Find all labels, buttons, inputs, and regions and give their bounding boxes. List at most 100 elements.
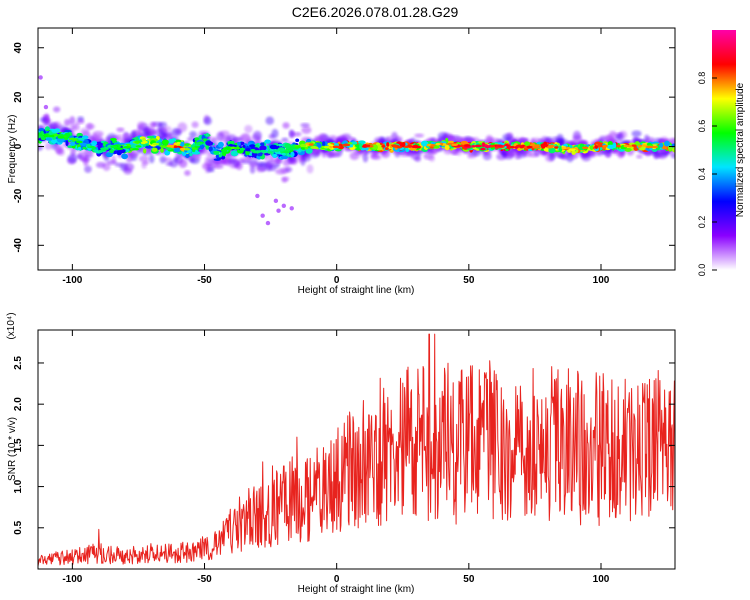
spectrogram-cell <box>70 141 76 146</box>
spectrogram-cell <box>95 161 106 169</box>
spectrogram-cell <box>281 177 288 183</box>
spectrogram-cell <box>260 142 265 146</box>
spectrogram-cell <box>568 148 576 151</box>
spectrogram-cell <box>217 141 224 148</box>
spectrogram-cell <box>651 145 659 149</box>
spectrogram-cell <box>301 152 312 162</box>
spectrogram-cell <box>77 146 82 151</box>
spectrogram-cell <box>463 144 471 147</box>
spectrogram-cell <box>489 144 496 148</box>
spectrogram-cell <box>38 133 43 136</box>
spectrogram-cell <box>259 145 267 151</box>
spectrogram-cell <box>53 106 61 113</box>
spectrogram-cell <box>106 160 118 165</box>
spectrogram-cell <box>288 129 295 138</box>
spectrogram-cell <box>130 144 136 149</box>
spectrogram-cell <box>85 123 96 130</box>
spectrogram-y-tick-label: -20 <box>13 188 24 203</box>
spectrogram-cell <box>671 146 675 153</box>
spectrogram-cell <box>254 150 262 153</box>
spectrogram-cell <box>70 147 76 157</box>
snr-panel: -100 -50 0 50 100 0.5 1.0 1.5 2.0 2.5 Height of … <box>6 312 676 595</box>
spectrogram-cell <box>295 138 300 142</box>
spectrogram-cell <box>52 122 59 130</box>
spectrogram-cell <box>362 152 369 163</box>
spectrogram-cell <box>444 144 450 151</box>
spectrogram-cell <box>158 133 167 140</box>
spectrogram-cell <box>161 139 169 146</box>
spectrogram-cell <box>249 144 256 148</box>
spectrogram-cell <box>324 145 331 149</box>
spectrogram-x-axis: -100 -50 0 50 100 <box>62 28 610 286</box>
spectrogram-y-tick-label: 40 <box>13 42 24 54</box>
spectrogram-cell <box>232 137 243 142</box>
spectrogram-cell <box>416 150 423 156</box>
spectrogram-cell <box>428 155 435 162</box>
snr-y-label: SNR (10 * v/v) <box>7 417 18 481</box>
spectrogram-cell <box>481 142 486 148</box>
spectrogram-cell <box>659 142 664 148</box>
spectrogram-cell <box>86 143 91 147</box>
spectrogram-cell <box>552 136 559 142</box>
spectrogram-cell <box>534 144 540 147</box>
spectrogram-cell <box>239 141 245 146</box>
spectrogram-cell <box>547 144 555 148</box>
colorbar: 0.0 0.2 0.4 0.6 0.8 Normalized spectral ampl… <box>697 30 746 276</box>
spectrogram-cell <box>420 140 429 147</box>
spectrogram-cell <box>268 164 277 172</box>
spectrogram-cell <box>174 129 182 135</box>
spectrogram-point <box>276 208 281 213</box>
spectrogram-cell <box>285 147 291 151</box>
spectrogram-cell <box>160 147 164 153</box>
spectrogram-cell <box>191 121 199 128</box>
spectrogram-cell <box>351 141 358 145</box>
spectrogram-cell <box>189 152 193 157</box>
spectrogram-x-tick-label: 100 <box>593 275 610 286</box>
spectrogram-cell <box>582 146 589 150</box>
spectrogram-cell <box>310 146 319 149</box>
spectrogram-cell <box>474 144 483 148</box>
spectrogram-cell <box>471 144 476 148</box>
spectrogram-point <box>281 203 287 208</box>
spectrogram-cell <box>152 142 160 146</box>
spectrogram-cell <box>44 142 53 151</box>
snr-x-tick-label: -100 <box>62 574 82 585</box>
spectrogram-cell <box>208 146 213 152</box>
spectrogram-cell <box>121 153 128 160</box>
spectrogram-cell <box>253 130 262 141</box>
spectrogram-cell <box>572 130 582 141</box>
spectrogram-cell <box>471 149 482 157</box>
spectrogram-cell <box>372 144 378 151</box>
spectrogram-cell <box>39 117 46 122</box>
spectrogram-cell <box>294 145 301 149</box>
spectrogram-cell <box>204 156 211 167</box>
snr-y-tick-label: 2.0 <box>13 397 24 411</box>
spectrogram-cell <box>282 158 291 167</box>
spectrogram-cell <box>256 153 263 157</box>
spectrogram-cell <box>558 146 563 153</box>
spectrogram-cell <box>594 145 598 149</box>
spectrogram-cell <box>64 118 71 127</box>
spectrogram-cell <box>213 158 221 161</box>
spectrogram-cell <box>142 127 152 133</box>
spectrogram-cell <box>205 133 209 137</box>
spectrogram-cell <box>199 144 205 150</box>
spectrogram-cell <box>381 145 386 148</box>
spectrogram-cell <box>636 154 643 159</box>
spectrogram-cell <box>171 138 177 142</box>
spectrogram-cell <box>272 153 278 158</box>
spectrogram-cell <box>176 141 181 145</box>
spectrogram-cell <box>221 136 230 143</box>
spectrogram-heatmap <box>38 75 675 226</box>
spectrogram-cell <box>437 132 449 140</box>
spectrogram-cell <box>396 145 403 149</box>
spectrogram-cell <box>162 125 172 133</box>
spectrogram-cell <box>519 145 524 149</box>
spectrogram-cell <box>451 143 459 147</box>
colorbar-tick-label: 0.8 <box>697 72 707 85</box>
spectrogram-cell <box>79 142 88 147</box>
spectrogram-cell <box>514 155 522 160</box>
spectrogram-cell <box>392 144 399 148</box>
spectrogram-cell <box>71 138 78 141</box>
spectrogram-cell <box>67 153 78 164</box>
